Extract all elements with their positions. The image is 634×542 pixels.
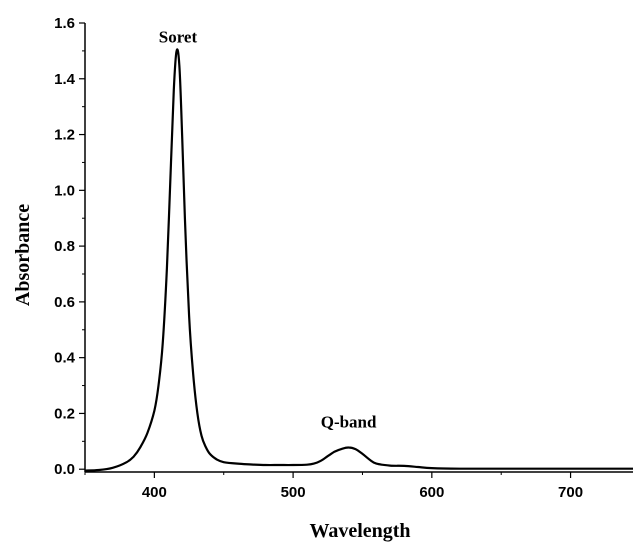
y-tick-label: 1.4 xyxy=(54,71,76,88)
ticks: 0.0 0.2 0.4 0.6 0.8 1.0 1.2 1.4 1.6 400 500 600 700 xyxy=(54,15,583,501)
y-axis-title: Absorbance xyxy=(12,204,34,306)
plot-area xyxy=(84,48,633,472)
x-tick-label: 600 xyxy=(419,484,444,501)
y-tick-label: 0.0 xyxy=(54,461,75,478)
y-tick-label: 0.6 xyxy=(54,294,75,311)
absorbance-spectrum-line xyxy=(84,48,633,472)
x-axis-title: Wavelength xyxy=(309,520,410,542)
y-tick-label: 0.2 xyxy=(54,405,75,422)
axes xyxy=(84,23,633,473)
y-tick-label: 1.6 xyxy=(54,15,75,32)
x-tick-label: 500 xyxy=(281,484,306,501)
y-tick-label: 0.4 xyxy=(54,350,76,367)
y-tick-label: 1.0 xyxy=(54,182,75,199)
peak-annotation: Soret xyxy=(159,28,198,47)
x-tick-label: 400 xyxy=(142,484,167,501)
y-tick-label: 0.8 xyxy=(54,238,75,255)
y-tick-label: 1.2 xyxy=(54,127,75,144)
x-tick-label: 700 xyxy=(558,484,583,501)
annotations: Soret Q-band xyxy=(159,28,377,432)
peak-annotation: Q-band xyxy=(321,412,377,431)
